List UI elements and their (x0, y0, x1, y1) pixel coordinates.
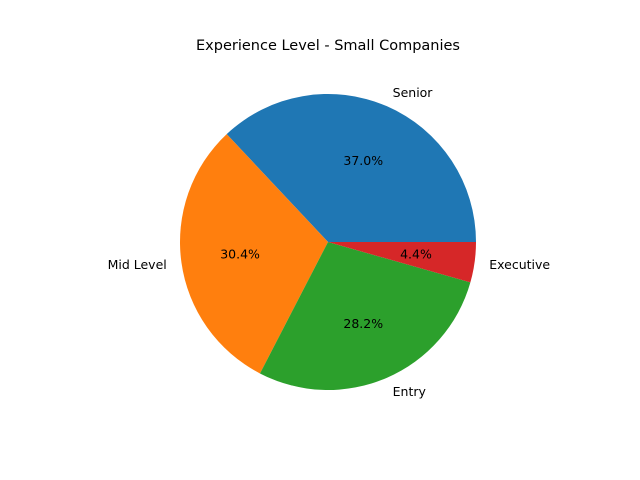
pie-slice-senior (226, 94, 477, 242)
pie-slice-executive (328, 242, 476, 283)
pie-slice-mid-level (179, 134, 328, 374)
slice-percent-label: 37.0% (343, 153, 383, 168)
chart-title: Experience Level - Small Companies (196, 38, 460, 54)
slice-percent-label: 28.2% (343, 316, 383, 331)
pie-slices (179, 94, 477, 390)
slice-label: Senior (393, 85, 434, 100)
slice-label: Mid Level (108, 257, 167, 272)
pie-labels: Senior 37.0% Mid Level 30.4% Entry 28.2% Execu… (108, 85, 551, 399)
slice-label: Entry (393, 384, 427, 399)
pie-slice-entry (259, 242, 471, 390)
slice-percent-label: 4.4% (400, 247, 432, 262)
slice-percent-label: 30.4% (220, 247, 260, 262)
slice-label: Executive (489, 257, 550, 272)
